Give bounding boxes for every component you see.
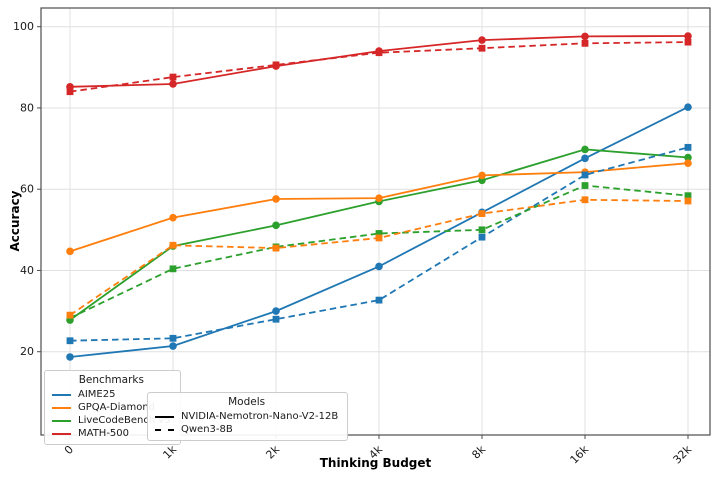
legend-item-LiveCodeBench-v5: LiveCodeBench v5 <box>52 414 171 427</box>
legend-benchmarks-title: Benchmarks <box>78 374 144 386</box>
marker-AIME25-16k <box>581 154 589 163</box>
legend-item-label: NVIDIA-Nemotron-Nano-V2-12B <box>181 411 339 422</box>
marker-LiveCodeBench-v5-1k <box>169 265 177 273</box>
y-axis-label: Accuracy <box>8 190 22 252</box>
legend-color-swatch <box>52 432 71 435</box>
marker-GPQA-Diamond-8k <box>478 171 486 180</box>
legend-color-swatch <box>52 393 71 396</box>
plot-border <box>40 7 711 436</box>
marker-GPQA-Diamond-32k <box>684 159 692 167</box>
legend-item-GPQA-Diamond: GPQA-Diamond <box>52 401 171 414</box>
legend-color-swatch <box>52 406 71 409</box>
legend-benchmarks-items: AIME25 GPQA-Diamond LiveCodeBench v5 MATH-5… <box>52 388 171 440</box>
marker-AIME25-16k <box>581 171 589 179</box>
marker-MATH-500-32k <box>684 32 692 40</box>
marker-LiveCodeBench-v5-16k <box>581 182 589 189</box>
marker-MATH-500-8k <box>478 44 486 52</box>
legend-item-NVIDIA-Nemotron-Nano-V2-12B: NVIDIA-Nemotron-Nano-V2-12B <box>155 410 338 423</box>
legend-item-label: LiveCodeBench v5 <box>78 415 171 426</box>
marker-GPQA-Diamond-0 <box>66 247 74 256</box>
marker-AIME25-32k <box>684 103 692 111</box>
marker-MATH-500-16k <box>581 39 589 47</box>
tick-label-y-60: 60 <box>20 183 34 196</box>
legend-linestyle-swatch <box>155 415 174 418</box>
tick-label-y-80: 80 <box>20 101 34 114</box>
legend-item-label: GPQA-Diamond <box>78 402 156 413</box>
marker-MATH-500-1k <box>169 73 177 81</box>
marker-AIME25-0 <box>66 337 74 345</box>
marker-LiveCodeBench-v5-4k <box>375 230 383 237</box>
marker-MATH-500-0 <box>66 88 74 96</box>
tick-label-y-40: 40 <box>20 264 34 277</box>
marker-GPQA-Diamond-8k <box>478 210 486 217</box>
marker-AIME25-4k <box>375 262 383 271</box>
tick-label-x-0: 0 <box>62 443 76 457</box>
marker-LiveCodeBench-v5-2k <box>272 221 280 230</box>
marker-AIME25-1k <box>169 334 177 342</box>
marker-GPQA-Diamond-4k <box>375 234 383 242</box>
marker-GPQA-Diamond-1k <box>169 213 177 222</box>
marker-MATH-500-8k <box>478 36 486 44</box>
marker-GPQA-Diamond-4k <box>375 194 383 202</box>
legend-models-title: Models <box>228 396 266 408</box>
legend-item-MATH-500: MATH-500 <box>52 427 171 440</box>
marker-AIME25-32k <box>684 143 692 151</box>
marker-GPQA-Diamond-2k <box>272 195 280 203</box>
x-axis-label: Thinking Budget <box>319 456 432 470</box>
legend-item-AIME25: AIME25 <box>52 388 171 401</box>
legend-models-items: NVIDIA-Nemotron-Nano-V2-12B Qwen3-8B <box>155 410 338 436</box>
marker-GPQA-Diamond-16k <box>581 196 589 204</box>
marker-GPQA-Diamond-0 <box>66 311 74 319</box>
legend-color-swatch <box>52 419 71 422</box>
legend-item-label: MATH-500 <box>78 428 130 439</box>
tick-label-y-20: 20 <box>20 345 34 358</box>
marker-GPQA-Diamond-1k <box>169 241 177 249</box>
marker-MATH-500-4k <box>375 49 383 57</box>
marker-MATH-500-16k <box>581 32 589 41</box>
legend-item-label: Qwen3-8B <box>181 424 233 435</box>
legend-item-Qwen3-8B: Qwen3-8B <box>155 423 338 436</box>
marker-AIME25-0 <box>66 353 74 361</box>
marker-AIME25-4k <box>375 296 383 304</box>
marker-AIME25-2k <box>272 315 280 323</box>
marker-GPQA-Diamond-32k <box>684 197 692 205</box>
legend-item-label: AIME25 <box>78 389 116 400</box>
legend-linestyle-swatch <box>155 428 174 431</box>
marker-AIME25-2k <box>272 307 280 315</box>
marker-LiveCodeBench-v5-16k <box>581 145 589 154</box>
marker-LiveCodeBench-v5-32k <box>684 153 692 162</box>
marker-MATH-500-32k <box>684 38 692 46</box>
marker-AIME25-1k <box>169 342 177 350</box>
marker-LiveCodeBench-v5-32k <box>684 192 692 200</box>
marker-LiveCodeBench-v5-8k <box>478 226 486 234</box>
marker-GPQA-Diamond-2k <box>272 244 280 252</box>
legend-models: Models NVIDIA-Nemotron-Nano-V2-12B Qwen3-… <box>147 392 349 441</box>
marker-MATH-500-2k <box>272 61 280 69</box>
tick-label-y-100: 100 <box>13 20 34 33</box>
marker-AIME25-8k <box>478 233 486 241</box>
marker-MATH-500-1k <box>169 80 177 88</box>
